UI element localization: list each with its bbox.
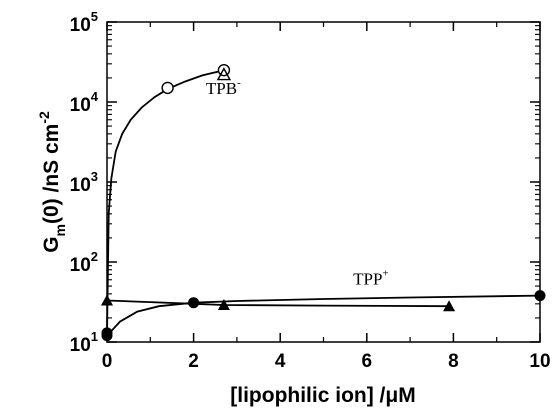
annotation-base: TPP: [353, 270, 382, 289]
filled-circle-marker: [534, 290, 546, 302]
y-axis-title-prefix: G: [40, 236, 63, 252]
annotation-base: TPB: [206, 79, 237, 98]
annotation-label: TPP+: [353, 268, 389, 289]
y-tick-label: 102: [70, 249, 98, 276]
x-tick-label: 0: [102, 351, 113, 372]
y-tick-label-exponent: 5: [91, 9, 98, 24]
y-tick-label: 101: [70, 329, 98, 356]
filled-circle-marker: [188, 297, 200, 309]
fit-curves: [106, 69, 541, 337]
y-tick-label-exponent: 4: [91, 89, 99, 104]
open-circle-marker: [161, 81, 174, 95]
x-tick-label: 4: [275, 351, 286, 372]
y-axis-title-suffix: (0) /nS cm: [40, 124, 63, 224]
y-tick-label-exponent: 1: [91, 329, 98, 344]
fit-curve-filled-circle: [106, 294, 541, 337]
y-tick-label: 103: [70, 169, 98, 196]
y-axis-title-superscript: -2: [36, 111, 52, 124]
fit-curve-filled-triangle: [106, 299, 450, 308]
y-tick-label-base: 10: [70, 175, 91, 196]
filled-triangle-marker: [217, 299, 230, 311]
y-tick-label-base: 10: [70, 335, 91, 356]
open-circle-marker: [217, 63, 231, 77]
annotation-superscript: -: [237, 77, 241, 89]
x-tick-label: 10: [529, 351, 550, 372]
x-axis-title: [lipophilic ion] /μM: [230, 384, 415, 407]
y-tick-label: 104: [70, 89, 99, 116]
y-tick-label: 105: [70, 9, 98, 36]
x-tick-label: 8: [448, 351, 459, 372]
annotation-superscript: +: [382, 268, 388, 280]
y-axis-title: Gm(0) /nS cm-2: [36, 111, 68, 253]
data-markers: [101, 63, 546, 342]
x-tick-label: 2: [188, 351, 199, 372]
y-tick-label-base: 10: [70, 255, 91, 276]
y-tick-label-base: 10: [70, 95, 91, 116]
y-tick-label-exponent: 3: [91, 169, 98, 184]
filled-triangle-marker: [101, 294, 113, 306]
annotations: TPB- TPP+: [206, 77, 389, 288]
filled-circle-marker: [101, 330, 113, 342]
y-axis-title-subscript: m: [52, 224, 68, 236]
open-triangle-marker: [216, 67, 232, 81]
plot-frame: [106, 21, 541, 343]
x-tick-label: 6: [362, 351, 373, 372]
filled-triangle-marker: [443, 300, 456, 312]
y-tick-label-base: 10: [70, 15, 91, 36]
fit-curve-open-circle: [106, 69, 225, 336]
annotation-label: TPB-: [206, 77, 241, 98]
y-tick-label-exponent: 2: [91, 249, 98, 264]
